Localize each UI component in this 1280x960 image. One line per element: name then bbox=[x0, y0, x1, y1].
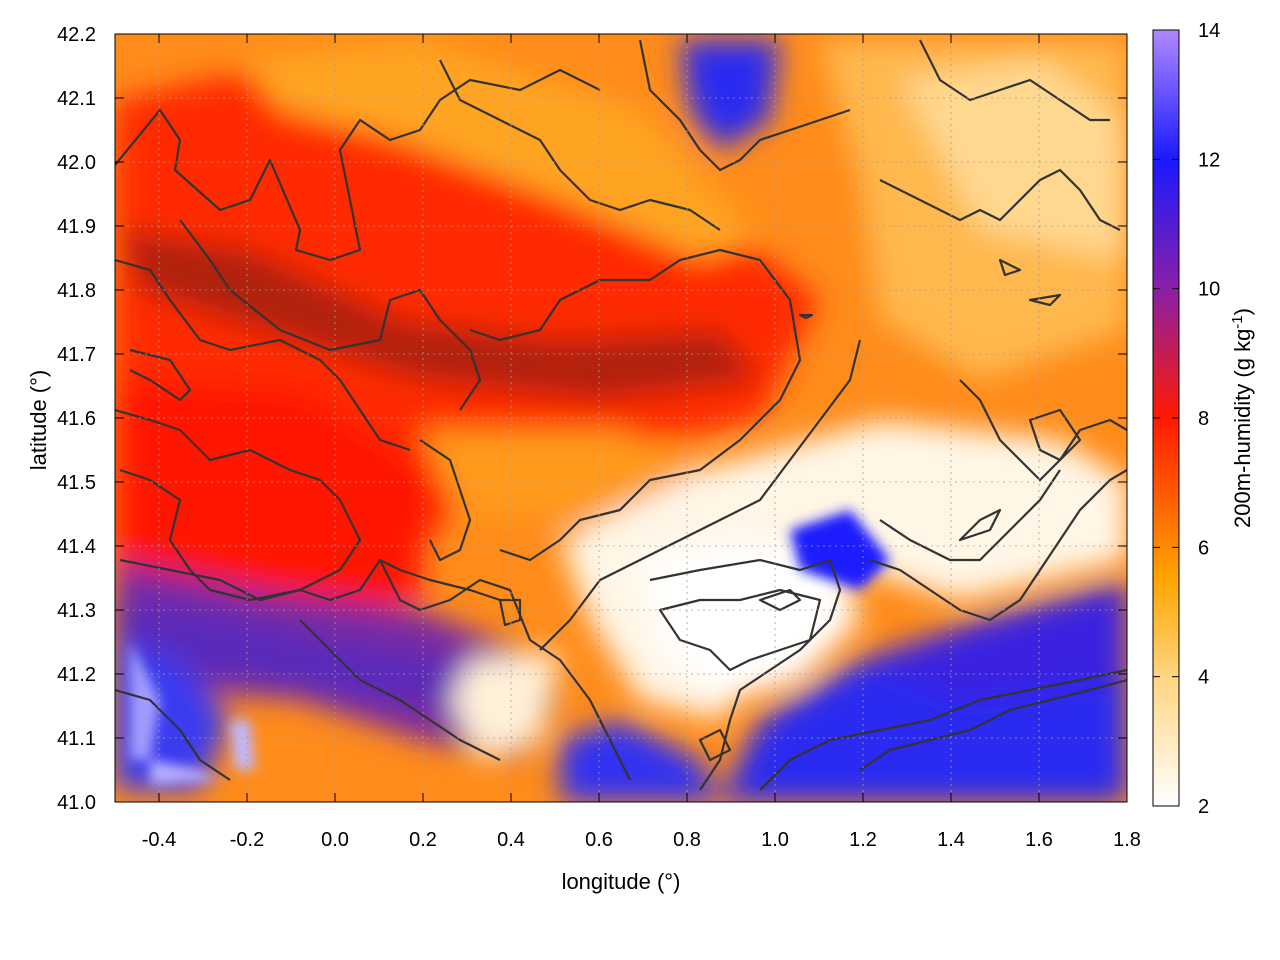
x-tick-label: 0.8 bbox=[673, 829, 701, 851]
y-tick-label: 41.4 bbox=[57, 536, 96, 558]
colorbar-label-suffix: ) bbox=[1230, 308, 1255, 315]
y-tick-label: 41.6 bbox=[57, 408, 96, 430]
y-tick-label: 42.1 bbox=[57, 88, 96, 110]
colorbar-label: 200m-humidity (g kg-1) bbox=[1229, 308, 1256, 528]
y-tick-label: 41.5 bbox=[57, 472, 96, 494]
y-tick-label: 41.0 bbox=[57, 792, 96, 814]
y-tick-label: 41.7 bbox=[57, 344, 96, 366]
x-tick-label: 1.8 bbox=[1113, 829, 1141, 851]
x-tick-label: 0.0 bbox=[321, 829, 349, 851]
x-tick-label: 1.4 bbox=[937, 829, 965, 851]
x-axis-ticks: -0.4 -0.2 0.0 0.2 0.4 0.6 0.8 1.0 1.2 1.4 1.6 1.8 bbox=[142, 34, 1141, 851]
y-tick-label: 41.1 bbox=[57, 728, 96, 750]
x-tick-label: -0.2 bbox=[230, 829, 264, 851]
x-tick-label: 1.2 bbox=[849, 829, 877, 851]
colorbar-tick-label: 12 bbox=[1198, 149, 1220, 171]
x-tick-label: 1.6 bbox=[1025, 829, 1053, 851]
colorbar-label-sup: -1 bbox=[1229, 315, 1246, 328]
y-tick-label: 42.0 bbox=[57, 152, 96, 174]
colorbar-tick-label: 2 bbox=[1198, 796, 1209, 818]
colorbar-tick-label: 4 bbox=[1198, 667, 1209, 689]
y-tick-label: 42.2 bbox=[57, 24, 96, 46]
plot-grid bbox=[115, 33, 1128, 803]
y-tick-label: 41.8 bbox=[57, 280, 96, 302]
x-tick-label: 0.2 bbox=[409, 829, 437, 851]
y-tick-label: 41.9 bbox=[57, 216, 96, 238]
colorbar-tick-label: 10 bbox=[1198, 279, 1220, 301]
y-axis-label: latitude (°) bbox=[26, 370, 51, 471]
x-tick-label: -0.4 bbox=[142, 829, 176, 851]
contour-lines bbox=[115, 39, 1127, 791]
y-tick-label: 41.3 bbox=[57, 600, 96, 622]
x-tick-label: 1.0 bbox=[761, 829, 789, 851]
y-tick-label: 41.2 bbox=[57, 664, 96, 686]
y-axis-ticks: 41.0 41.1 41.2 41.3 41.4 41.5 41.6 41.7 41.8 41.9… bbox=[57, 24, 1127, 814]
x-tick-label: 0.4 bbox=[497, 829, 525, 851]
colorbar-tick-label: 14 bbox=[1198, 20, 1220, 42]
humidity-field bbox=[115, 34, 1127, 802]
colorbar-label-prefix: 200m-humidity (g kg bbox=[1230, 329, 1255, 528]
x-axis-label: longitude (°) bbox=[562, 869, 681, 894]
colorbar-tick-label: 6 bbox=[1198, 537, 1209, 559]
colorbar-ticks: 2 4 6 8 10 12 14 bbox=[1153, 20, 1220, 818]
colorbar-tick-label: 8 bbox=[1198, 408, 1209, 430]
x-tick-label: 0.6 bbox=[585, 829, 613, 851]
